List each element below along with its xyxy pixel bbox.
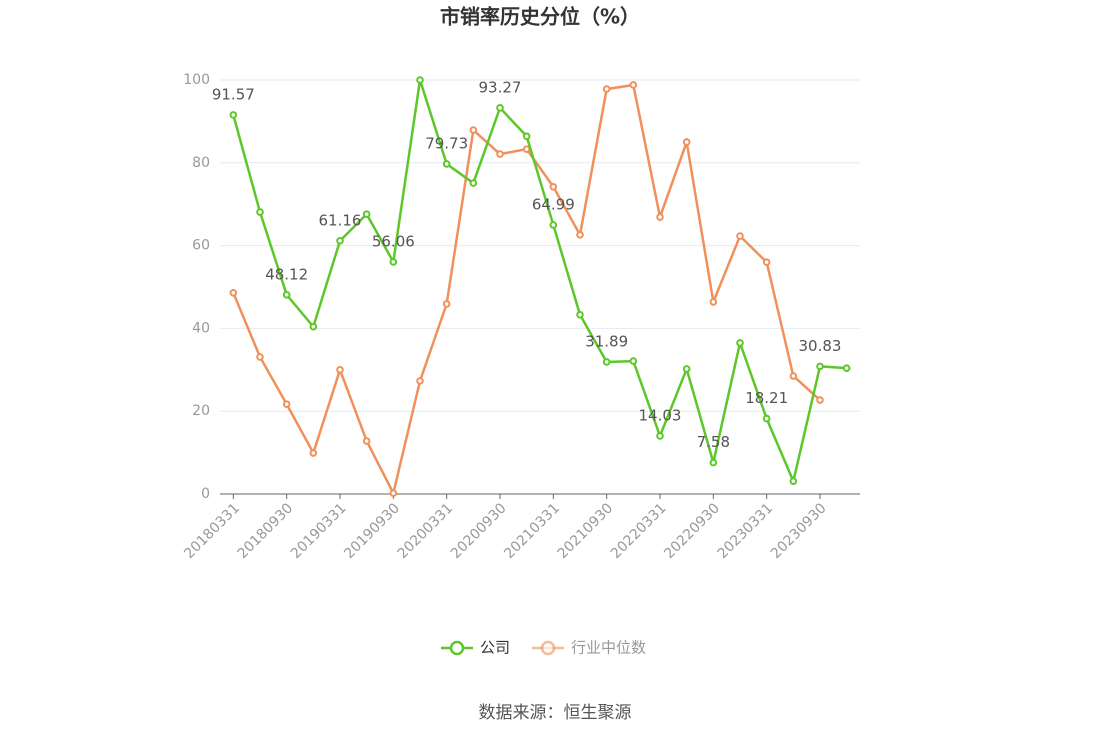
point [389, 258, 398, 266]
x-tick-label: 20210930 [555, 500, 617, 562]
y-tick-label: 0 [201, 486, 210, 502]
y-tick-label: 80 [192, 155, 210, 171]
point [682, 365, 691, 373]
point [309, 449, 318, 457]
point [469, 126, 478, 134]
point [522, 132, 531, 141]
data-label: 79.73 [425, 134, 468, 152]
point [389, 489, 398, 497]
data-label: 61.16 [319, 211, 362, 229]
data-label: 14.03 [639, 406, 682, 424]
point [282, 400, 291, 408]
point [309, 322, 318, 331]
point [256, 353, 264, 361]
point [576, 231, 584, 239]
point [442, 300, 451, 308]
legend-marker [449, 640, 465, 656]
x-tick-label: 20190331 [288, 500, 350, 562]
x-tick-label: 20220930 [661, 500, 723, 562]
x-tick-label: 20180331 [181, 500, 243, 562]
x-tick-label: 20200331 [395, 500, 457, 562]
legend-item: 公司 [441, 639, 510, 657]
point [496, 104, 504, 112]
data-label: 18.21 [745, 389, 788, 407]
point [469, 179, 478, 187]
data-label: 48.12 [265, 265, 308, 283]
point [816, 396, 824, 404]
point [629, 357, 638, 365]
point [629, 81, 638, 89]
x-tick-label: 20230930 [768, 500, 830, 562]
point [336, 236, 344, 245]
source: 数据来源：恒生聚源 [479, 703, 632, 723]
data-label: 56.06 [372, 232, 415, 250]
data-label: 91.57 [212, 85, 255, 103]
y-tick-label: 40 [192, 320, 210, 336]
point [256, 208, 264, 216]
point [602, 85, 611, 93]
x-tick-label: 20220331 [608, 500, 670, 562]
legend-item: 行业中位数 [532, 639, 646, 657]
point [789, 372, 798, 380]
point [549, 183, 558, 191]
data-label: 30.83 [799, 337, 842, 355]
legend-label: 公司 [480, 639, 510, 657]
series-line [232, 79, 847, 486]
point [736, 232, 744, 240]
y-tick-label: 20 [192, 403, 210, 419]
x-tick-label: 20210331 [501, 500, 563, 562]
point [842, 364, 851, 372]
point [522, 145, 531, 153]
point [682, 138, 691, 146]
point [576, 310, 584, 319]
x-tick-label: 20190930 [341, 500, 403, 562]
point [362, 210, 371, 218]
point [442, 160, 451, 168]
point [762, 258, 771, 266]
point [229, 111, 238, 119]
point [416, 76, 424, 84]
x-tick-label: 20230331 [715, 500, 777, 562]
point [282, 290, 291, 299]
point [789, 477, 798, 485]
point [816, 362, 824, 371]
point [709, 298, 718, 306]
chart-title: 市销率历史分位（%） [440, 5, 640, 29]
point [656, 213, 664, 221]
point [762, 414, 771, 423]
point [709, 458, 718, 467]
point [336, 366, 344, 374]
data-label: 7.58 [697, 433, 730, 451]
point [416, 377, 424, 385]
point [496, 150, 504, 158]
data-label: 31.89 [585, 332, 628, 350]
y-tick-label: 60 [192, 238, 210, 254]
point [549, 221, 558, 229]
legend-label: 行业中位数 [571, 639, 646, 657]
point [229, 288, 238, 297]
point [602, 358, 611, 366]
point [656, 432, 664, 440]
y-tick-label: 100 [183, 72, 210, 88]
data-label: 93.27 [479, 78, 522, 96]
x-tick-label: 20180930 [235, 500, 297, 562]
point [736, 339, 744, 347]
data-label: 64.99 [532, 195, 575, 213]
x-tick-label: 20200930 [448, 500, 510, 562]
legend-marker [540, 640, 556, 656]
point [362, 437, 371, 445]
